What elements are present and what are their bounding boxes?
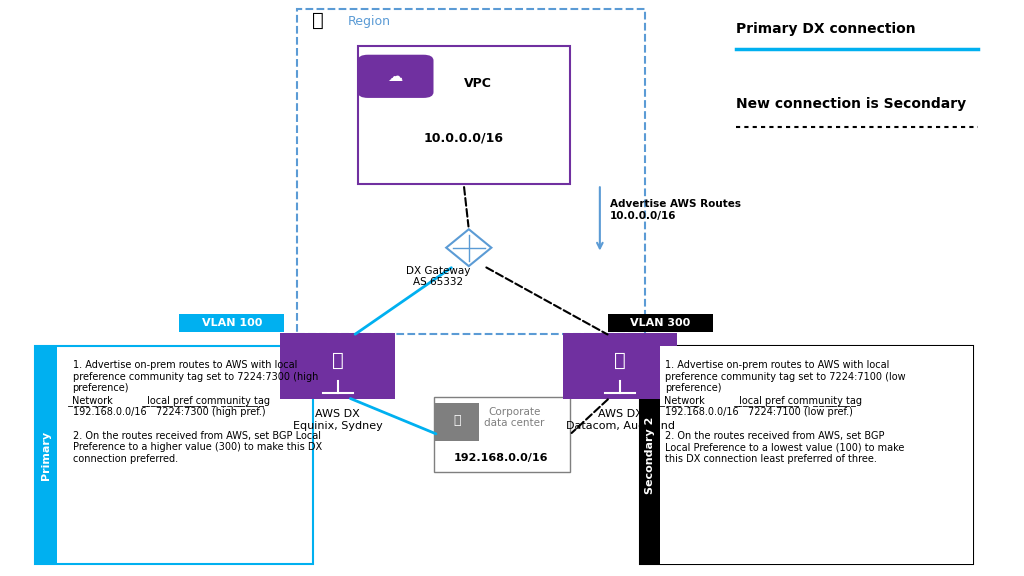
FancyBboxPatch shape bbox=[35, 346, 57, 564]
Text: Advertise AWS Routes
10.0.0.0/16: Advertise AWS Routes 10.0.0.0/16 bbox=[610, 199, 741, 221]
FancyBboxPatch shape bbox=[358, 55, 433, 98]
FancyBboxPatch shape bbox=[35, 346, 312, 564]
Text: VLAN 300: VLAN 300 bbox=[630, 318, 690, 328]
FancyBboxPatch shape bbox=[179, 314, 285, 332]
FancyBboxPatch shape bbox=[281, 333, 395, 399]
Text: 192.168.0.0/16: 192.168.0.0/16 bbox=[454, 453, 548, 463]
FancyBboxPatch shape bbox=[433, 397, 569, 472]
Text: Region: Region bbox=[348, 15, 391, 28]
Text: 10.0.0.0/16: 10.0.0.0/16 bbox=[424, 132, 504, 145]
Text: Secondary 2: Secondary 2 bbox=[645, 416, 655, 494]
Text: AWS DX
Datacom, Auckland: AWS DX Datacom, Auckland bbox=[565, 409, 675, 431]
Text: VLAN 100: VLAN 100 bbox=[202, 318, 262, 328]
Text: AWS DX
Equinix, Sydney: AWS DX Equinix, Sydney bbox=[293, 409, 383, 431]
Text: Corporate
data center: Corporate data center bbox=[484, 407, 545, 429]
Text: ☁: ☁ bbox=[387, 69, 402, 84]
Text: Primary: Primary bbox=[41, 430, 51, 480]
FancyBboxPatch shape bbox=[358, 46, 569, 184]
Text: VPC: VPC bbox=[464, 77, 492, 90]
Polygon shape bbox=[446, 229, 492, 266]
Text: ⛅: ⛅ bbox=[614, 351, 626, 369]
FancyBboxPatch shape bbox=[608, 314, 713, 332]
Text: DX Gateway
AS 65332: DX Gateway AS 65332 bbox=[407, 266, 471, 287]
Text: 🏢: 🏢 bbox=[453, 414, 461, 427]
Text: 1. Advertise on-prem routes to AWS with local
preference community tag set to 72: 1. Advertise on-prem routes to AWS with … bbox=[73, 360, 322, 464]
Text: 1. Advertise on-prem routes to AWS with local
preference community tag set to 72: 1. Advertise on-prem routes to AWS with … bbox=[666, 360, 906, 464]
FancyBboxPatch shape bbox=[640, 346, 973, 564]
FancyBboxPatch shape bbox=[433, 403, 479, 441]
Text: ⛅: ⛅ bbox=[332, 351, 344, 369]
Text: 🏳: 🏳 bbox=[311, 11, 324, 29]
FancyBboxPatch shape bbox=[660, 346, 973, 564]
Text: Primary DX connection: Primary DX connection bbox=[736, 22, 915, 36]
Text: New connection is Secondary: New connection is Secondary bbox=[736, 97, 966, 111]
FancyBboxPatch shape bbox=[562, 333, 678, 399]
